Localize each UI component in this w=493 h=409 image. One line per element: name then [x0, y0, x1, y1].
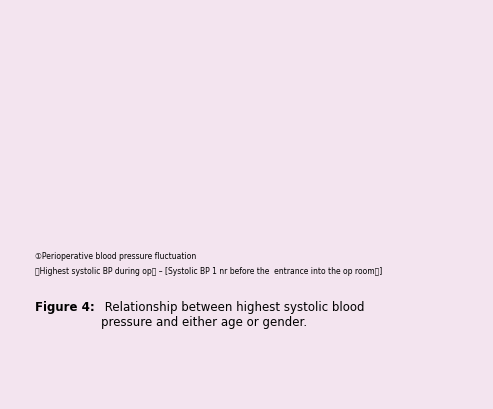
Text: 22.1: 22.1 — [100, 258, 119, 267]
Text: 20.7: 20.7 — [312, 258, 328, 267]
Text: 19.4: 19.4 — [272, 258, 289, 267]
Bar — [400, 137, 426, 237]
Text: （Highest systolic BP during op） – [Systolic BP 1 nr before the  entrance into th: （Highest systolic BP during op） – [Systo… — [35, 267, 382, 276]
Text: 23: 23 — [191, 258, 202, 267]
Text: 35.2: 35.2 — [446, 258, 463, 267]
Text: 23.1: 23.1 — [357, 258, 374, 267]
Bar — [444, 88, 469, 237]
Text: Relationship between highest systolic blood
pressure and either age or gender.: Relationship between highest systolic bl… — [101, 301, 364, 328]
Bar — [60, 143, 112, 237]
Text: ①: ① — [235, 258, 243, 267]
Bar — [357, 139, 383, 237]
Text: ①Perioperative blood pressure fluctuation: ①Perioperative blood pressure fluctuatio… — [35, 252, 196, 261]
Text: Figure 4:: Figure 4: — [35, 301, 94, 314]
Bar — [314, 149, 339, 237]
Bar — [270, 155, 296, 237]
Bar — [146, 139, 197, 237]
Text: 23.6: 23.6 — [400, 258, 417, 267]
